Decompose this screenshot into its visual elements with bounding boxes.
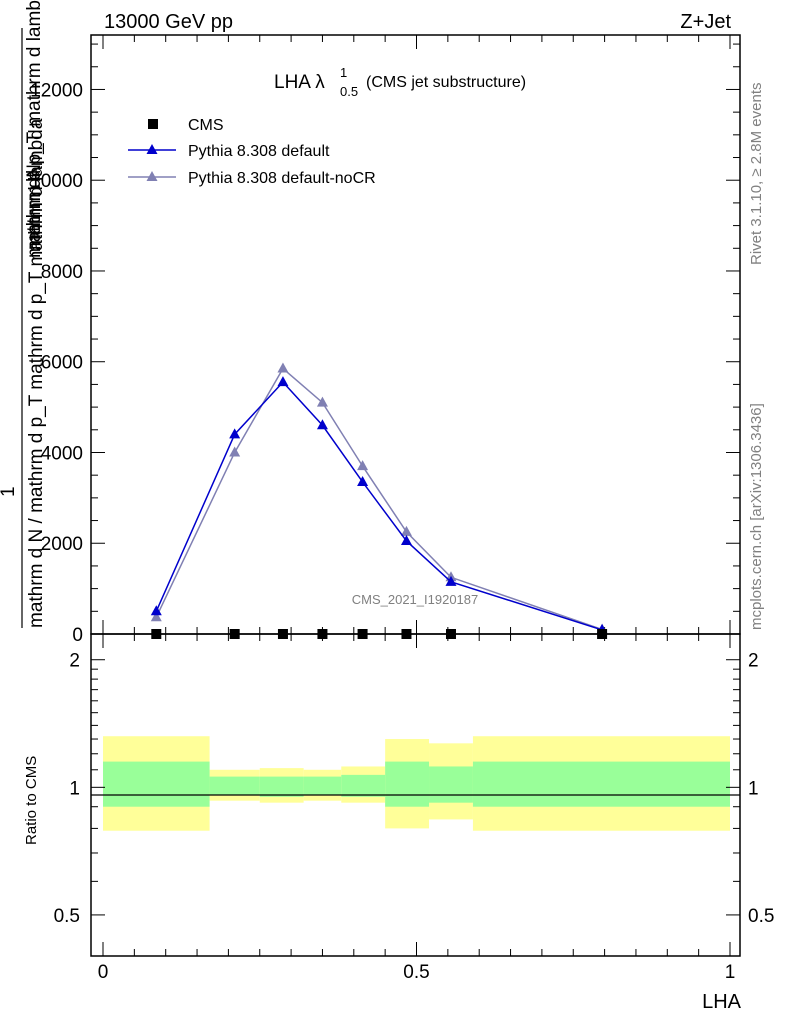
series-nocr-line: [155, 367, 603, 631]
analysis-watermark: CMS_2021_I1920187: [352, 592, 479, 607]
series-default-point: [357, 475, 369, 486]
series-nocr-point: [150, 611, 162, 622]
legend-nocr-label: Pythia 8.308 default-noCR: [188, 170, 376, 187]
ratio-band-inner: [103, 761, 210, 807]
ratio-y-tick-label-right: 2: [748, 651, 759, 672]
series-nocr-point: [316, 396, 328, 407]
y-label-denominator: mathrm d N / mathrm d p_T mathrm d p_T m…: [26, 118, 47, 628]
ratio-band-inner: [385, 761, 430, 807]
series-nocr-point: [400, 525, 412, 536]
main-y-tick-label: 10000: [30, 171, 83, 192]
series-nocr-point: [357, 460, 369, 471]
legend-default-marker: [146, 144, 158, 154]
ratio-y-tick-label: 2: [69, 651, 80, 672]
main-y-tick-label: 8000: [41, 262, 83, 283]
x-axis-label: LHA: [702, 991, 742, 1013]
series-default-line: [155, 381, 603, 631]
plot-title: LHA λ: [274, 72, 325, 93]
y-label-numerator: mathrm dN: [24, 164, 45, 258]
series-default-point: [277, 376, 289, 387]
x-tick-label: 0.5: [403, 962, 429, 983]
series-default-point: [229, 428, 241, 439]
mcplots-label: mcplots.cern.ch [arXiv:1306.3436]: [748, 403, 765, 630]
series-default-point: [150, 605, 162, 616]
series-default-point: [400, 534, 412, 545]
ratio-band-inner: [429, 766, 473, 803]
main-y-tick-label: 2000: [41, 534, 83, 555]
y-label-numerator-1: mathrm d p_T mathrm d lambda: [24, 0, 45, 250]
legend-cms-marker: [148, 119, 158, 129]
ratio-band-inner: [209, 776, 260, 795]
title-subscript: 0.5: [340, 84, 358, 99]
ratio-band-inner: [303, 776, 342, 795]
title-superscript: 1: [340, 65, 347, 80]
legend-cms-label: CMS: [188, 117, 224, 134]
ratio-band-inner: [341, 774, 386, 797]
ratio-bands: [103, 736, 730, 831]
ratio-band-inner: [259, 776, 304, 797]
series-default-point: [316, 419, 328, 430]
x-tick-label: 0: [98, 962, 109, 983]
ratio-y-tick-label-right: 1: [748, 778, 759, 799]
ratio-frame: [90, 633, 741, 957]
header-right: Z+Jet: [680, 11, 731, 33]
ratio-band-inner: [472, 761, 730, 807]
main-y-tick-label: 6000: [41, 353, 83, 374]
main-y-tick-label: 12000: [30, 80, 83, 101]
ratio-ticks: 0.5 0.5 1 1 2 2 0 0.5 1: [54, 634, 774, 983]
main-y-tick-label: 0: [72, 625, 83, 646]
main-y-ticks: 0 2000 4000 6000 8000 10000 12000: [30, 35, 740, 646]
rivet-label: Rivet 3.1.10, ≥ 2.8M events: [748, 83, 765, 266]
y-label-one: 1: [0, 486, 19, 497]
ratio-y-tick-label-right: 0.5: [748, 906, 774, 927]
legend: CMS Pythia 8.308 default Pythia 8.308 de…: [128, 117, 376, 187]
series-nocr-point: [277, 362, 289, 373]
legend-nocr-marker: [146, 171, 158, 181]
title-suffix: (CMS jet substructure): [366, 74, 526, 91]
main-y-tick-label: 4000: [41, 443, 83, 464]
header-left: 13000 GeV pp: [104, 11, 233, 33]
ratio-y-tick-label: 0.5: [54, 906, 80, 927]
ratio-y-label: Ratio to CMS: [23, 756, 40, 845]
series-default-point: [445, 575, 457, 586]
legend-default-label: Pythia 8.308 default: [188, 143, 330, 160]
ratio-plot: 0.5 0.5 1 1 2 2 0 0.5 1 Ratio to CMS LHA: [23, 633, 774, 1013]
series-nocr-point: [229, 446, 241, 457]
x-tick-label: 1: [725, 962, 736, 983]
main-y-label: mathrm dN mathrm d p_T mathrm d lambda 1…: [0, 0, 47, 628]
ratio-y-tick-label: 1: [69, 778, 80, 799]
